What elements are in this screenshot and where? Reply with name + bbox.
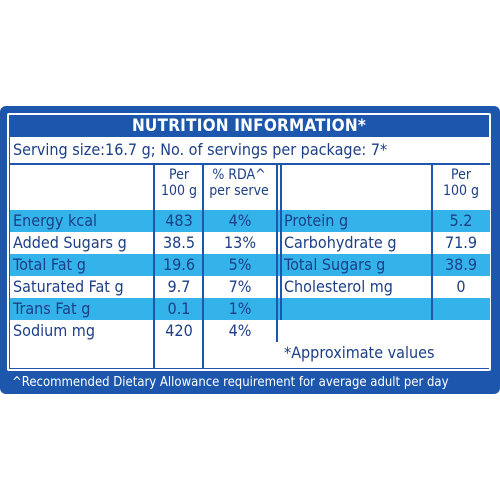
header-right-per-line1: Per — [450, 167, 472, 183]
right-per100-carbohydrate: 71.9 — [444, 233, 478, 252]
left-per100-sodium: 420 — [165, 321, 193, 340]
left-per100-added-sugars: 38.5 — [162, 233, 196, 252]
band-row-1 — [10, 210, 490, 232]
left-rda-energy: 4% — [228, 211, 252, 230]
grid-vline-5 — [431, 165, 433, 320]
header-right-per-line2: 100 g — [442, 183, 480, 199]
grid-vline-4 — [280, 165, 282, 320]
grid-vline-3 — [276, 165, 278, 342]
grid-vline-1 — [153, 165, 155, 368]
left-rda-sodium: 4% — [228, 321, 252, 340]
right-label-protein: Protein g — [284, 211, 349, 230]
band-row-3 — [10, 254, 490, 276]
grid-line-top — [10, 163, 490, 165]
nutrition-frame — [7, 113, 491, 371]
left-label-added-sugars: Added Sugars g — [13, 233, 127, 252]
left-label-saturated-fat: Saturated Fat g — [13, 277, 124, 296]
rda-footnote: ^Recommended Dietary Allowance requireme… — [12, 375, 449, 390]
right-label-carbohydrate: Carbohydrate g — [284, 233, 397, 252]
left-label-trans-fat: Trans Fat g — [13, 299, 91, 318]
right-label-total-sugars: Total Sugars g — [284, 255, 386, 274]
left-rda-total-fat: 5% — [228, 255, 252, 274]
left-per100-total-fat: 19.6 — [162, 255, 196, 274]
approx-note: *Approximate values — [284, 343, 435, 362]
band-row-5 — [10, 298, 490, 320]
header-per-100g-line1: Per — [168, 167, 190, 183]
right-per100-total-sugars: 38.9 — [444, 255, 478, 274]
grid-vline-2 — [202, 165, 204, 368]
left-label-total-fat: Total Fat g — [13, 255, 86, 274]
serving-info: Serving size:16.7 g; No. of servings per… — [10, 137, 490, 163]
left-label-energy: Energy kcal — [13, 211, 98, 230]
left-rda-saturated-fat: 7% — [228, 277, 252, 296]
left-per100-trans-fat: 0.1 — [167, 299, 191, 318]
right-label-cholesterol: Cholesterol mg — [284, 277, 393, 296]
header-rda-line1: % RDA^ — [212, 167, 266, 183]
left-rda-added-sugars: 13% — [224, 233, 256, 252]
header-rda-line2: per serve — [209, 183, 269, 199]
left-rda-trans-fat: 1% — [228, 299, 252, 318]
left-label-sodium: Sodium mg — [13, 321, 95, 340]
right-per100-protein: 5.2 — [449, 211, 473, 230]
header-per-100g-line2: 100 g — [160, 183, 198, 199]
left-per100-energy: 483 — [165, 211, 193, 230]
nutrition-title: NUTRITION INFORMATION* — [131, 116, 367, 136]
left-per100-saturated-fat: 9.7 — [167, 277, 191, 296]
right-per100-cholesterol: 0 — [456, 277, 466, 296]
